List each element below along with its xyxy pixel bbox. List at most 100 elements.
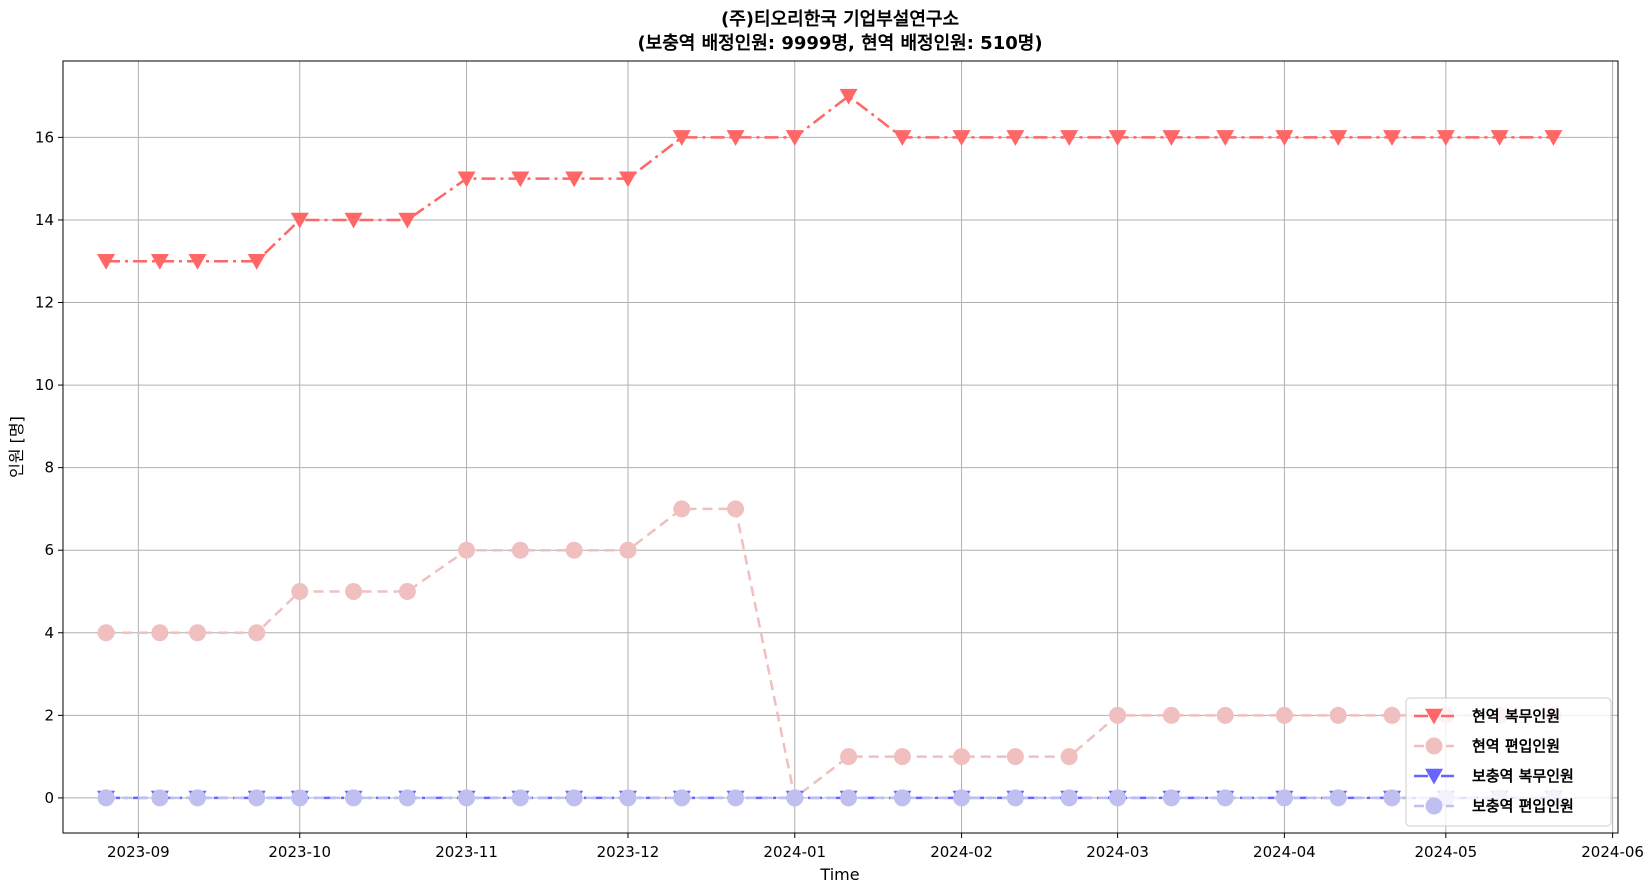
data-point — [953, 789, 971, 807]
data-point — [398, 582, 416, 600]
legend-label: 보충역 편입인원 — [1472, 797, 1574, 815]
series-line — [106, 507, 1554, 801]
data-point — [840, 748, 858, 766]
x-tick-label: 2024-01 — [763, 843, 826, 861]
x-tick-label: 2024-03 — [1086, 843, 1149, 861]
data-point — [785, 130, 804, 146]
data-point — [1162, 130, 1181, 146]
series-1 — [97, 88, 1563, 270]
data-point — [458, 789, 476, 807]
data-point — [726, 130, 745, 146]
series-group — [97, 88, 1563, 807]
y-tick-label: 2 — [44, 706, 54, 724]
data-point — [1060, 130, 1079, 146]
data-point — [1329, 706, 1347, 724]
y-tick-label: 10 — [35, 376, 54, 394]
data-point — [1216, 130, 1235, 146]
data-point — [1383, 789, 1401, 807]
data-point — [247, 254, 266, 270]
data-point — [1275, 789, 1293, 807]
data-point — [618, 171, 637, 188]
data-point — [565, 171, 584, 188]
data-point — [344, 212, 363, 229]
data-point — [189, 624, 207, 642]
legend-entry: 현역 편입인원 — [1414, 737, 1560, 755]
data-point — [727, 500, 745, 518]
x-tick-label: 2023-11 — [435, 843, 498, 861]
series-4 — [97, 789, 1562, 807]
data-point — [291, 582, 309, 600]
legend-label: 현역 복무인원 — [1472, 707, 1560, 725]
data-point — [1425, 708, 1443, 725]
x-tick-label: 2024-02 — [930, 843, 993, 861]
data-point — [345, 582, 363, 600]
y-tick-label: 12 — [35, 294, 54, 312]
data-point — [1436, 130, 1455, 146]
legend-entry: 현역 복무인원 — [1414, 707, 1560, 725]
x-tick-label: 2024-06 — [1581, 843, 1644, 861]
data-point — [458, 541, 476, 559]
data-point — [839, 88, 858, 105]
data-point — [398, 789, 416, 807]
data-point — [1490, 130, 1509, 146]
data-point — [786, 789, 804, 807]
data-point — [727, 789, 745, 807]
x-axis-label: Time — [819, 865, 859, 884]
data-point — [1108, 130, 1127, 146]
grid — [63, 61, 1618, 833]
data-point — [953, 748, 971, 766]
data-point — [291, 789, 309, 807]
data-point — [511, 789, 529, 807]
data-point — [248, 624, 266, 642]
data-point — [1383, 130, 1402, 146]
x-tick-label: 2023-09 — [107, 843, 170, 861]
data-point — [398, 212, 417, 229]
data-point — [188, 254, 207, 270]
y-tick-label: 0 — [44, 789, 54, 807]
data-point — [565, 541, 583, 559]
data-point — [1060, 789, 1078, 807]
y-tick-label: 14 — [35, 211, 54, 229]
data-point — [511, 541, 529, 559]
chart-title-line2: (보충역 배정인원: 9999명, 현역 배정인원: 510명) — [637, 33, 1042, 54]
data-point — [952, 130, 971, 146]
data-point — [511, 171, 530, 188]
legend-entry: 보충역 편입인원 — [1414, 797, 1574, 815]
data-point — [673, 789, 691, 807]
data-point — [1425, 768, 1443, 785]
data-point — [1109, 706, 1127, 724]
data-point — [1060, 748, 1078, 766]
data-point — [893, 130, 912, 146]
data-point — [345, 789, 363, 807]
data-point — [1544, 130, 1563, 146]
data-point — [1006, 789, 1024, 807]
data-point — [840, 789, 858, 807]
data-point — [248, 789, 266, 807]
data-point — [1329, 789, 1347, 807]
data-point — [1383, 706, 1401, 724]
data-point — [1329, 130, 1348, 146]
x-tick-label: 2024-04 — [1253, 843, 1316, 861]
data-point — [1275, 130, 1294, 146]
data-point — [189, 789, 207, 807]
data-point — [290, 212, 309, 229]
data-point — [457, 171, 476, 188]
legend-label: 현역 편입인원 — [1472, 737, 1560, 755]
x-tick-label: 2024-05 — [1414, 843, 1477, 861]
data-point — [893, 789, 911, 807]
data-point — [565, 789, 583, 807]
data-point — [1162, 706, 1180, 724]
data-point — [97, 254, 116, 270]
y-tick-label: 4 — [44, 624, 54, 642]
legend-box — [1405, 697, 1612, 827]
axis-ticks: 0 2 4 6 8 10 12 14 16 2023-09 2023-10 2023-11 2023-1… — [35, 128, 1644, 861]
y-tick-label: 16 — [35, 128, 54, 146]
data-point — [97, 624, 115, 642]
y-axis-label: 인원 [명] — [7, 416, 26, 478]
data-point — [1006, 130, 1025, 146]
data-point — [1162, 789, 1180, 807]
data-point — [150, 254, 169, 270]
data-point — [1216, 706, 1234, 724]
